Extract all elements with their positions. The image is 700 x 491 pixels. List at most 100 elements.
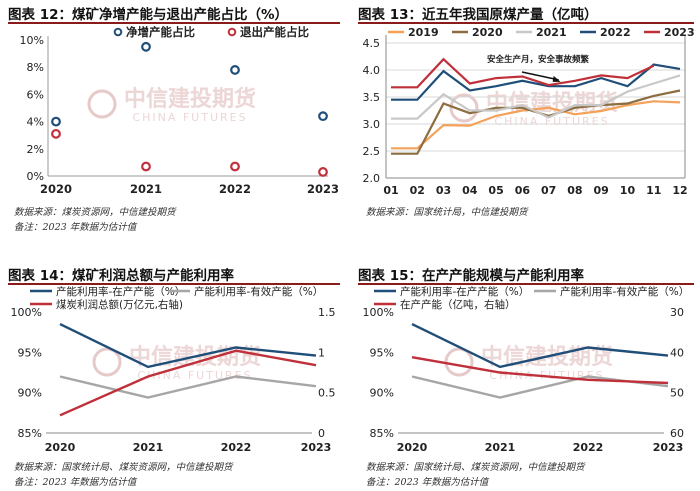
chart15-legend-label: 产能利用率-有效产能（%）	[560, 285, 689, 298]
chart13-title-rule	[358, 22, 694, 24]
chart15-y2tick: 50	[670, 387, 684, 400]
chart15-series-line-0	[411, 323, 669, 369]
chart13-legend-label: 2020	[472, 26, 503, 39]
chart14-source: 数据来源：国家统计局、煤炭资源网，中信建投期货	[14, 462, 233, 473]
chart12-point-net-capacity	[51, 116, 61, 127]
chart15-source: 数据来源：国家统计局、煤炭资源网，中信建投期货	[366, 462, 585, 473]
chart14-title-rule	[8, 283, 340, 285]
chart13-ytick: 3.5	[363, 91, 381, 104]
chart12-xtick: 2022	[219, 182, 251, 196]
chart13-series-line-2022	[391, 63, 681, 101]
watermark-text: 中信建投期货	[124, 86, 256, 112]
chart15-y2tick: 60	[670, 427, 684, 440]
chart14-y2tick: 1.5	[318, 306, 336, 319]
chart13-xtick: 03	[436, 184, 451, 197]
chart15-xtick: 2020	[397, 441, 428, 454]
chart13-xtick: 05	[488, 184, 503, 197]
chart14-legend-label: 产能利用率-在产产能（%）	[56, 285, 185, 298]
chart12-legend-label: 退出产能占比	[240, 26, 309, 39]
chart15-ytick: 100%	[363, 306, 394, 319]
watermark-logo-icon	[449, 93, 479, 123]
chart12-legend-label: 净增产能占比	[126, 26, 195, 39]
watermark-logo-icon	[87, 89, 117, 119]
chart12-title-rule	[8, 22, 340, 24]
chart13-legend-label: 2022	[600, 26, 631, 39]
chart15-ytick: 85%	[370, 427, 394, 440]
chart14-note: 备注：2023 年数据为估计值	[14, 477, 137, 488]
chart14-series-line-0	[59, 323, 317, 369]
chart12-ytick: 8%	[27, 61, 44, 74]
chart12-point-net-capacity	[141, 41, 151, 52]
chart13-title: 图表 13：近五年我国原煤产量（亿吨）	[358, 7, 598, 23]
chart13-xtick: 09	[594, 184, 609, 197]
chart13-xtick: 08	[567, 184, 582, 197]
chart13-annotation-arrowhead-icon	[552, 75, 561, 82]
chart12-title: 图表 12：煤矿净增产能与退出产能占比（%）	[8, 7, 289, 23]
watermark-logo-icon	[92, 347, 122, 377]
chart15-xtick: 2022	[573, 441, 604, 454]
chart15-xtick: 2021	[485, 441, 516, 454]
chart12-ytick: 10%	[20, 34, 44, 47]
chart13-source: 数据来源：国家统计局，中信建投期货	[366, 207, 528, 218]
chart13-ytick: 3.0	[363, 118, 381, 131]
chart12-point-exit-capacity	[318, 167, 328, 177]
chart15-y2tick: 40	[670, 346, 684, 359]
watermark-subtext: CHINA FUTURES	[132, 111, 247, 124]
chart15-xtick: 2023	[653, 441, 684, 454]
chart14-y2tick: 1	[318, 346, 325, 359]
chart13-xtick: 04	[462, 184, 478, 197]
chart12-xtick: 2020	[40, 182, 72, 196]
chart12-ytick: 0%	[27, 170, 44, 183]
chart15-y2tick: 30	[670, 306, 684, 319]
chart13-xtick: 10	[620, 184, 636, 197]
chart13-series-line-2021	[391, 74, 681, 120]
chart12-point-net-capacity	[318, 111, 328, 122]
chart14-series-line-2	[59, 349, 317, 417]
chart12-point-exit-capacity	[51, 128, 61, 139]
chart13-xtick: 01	[383, 184, 398, 197]
chart12-note: 备注：2023 年数据为估计值	[14, 222, 137, 233]
chart14-title: 图表 14：煤矿利润总额与产能利用率	[8, 268, 234, 284]
chart13-xtick: 06	[515, 184, 531, 197]
chart13-xtick: 12	[672, 184, 687, 197]
chart12-point-net-capacity	[230, 65, 240, 75]
chart13-ytick: 4.5	[363, 37, 381, 50]
watermark-logo-icon	[444, 347, 474, 377]
chart13-ytick: 2.5	[363, 145, 381, 158]
chart14-xtick: 2023	[301, 441, 332, 454]
chart12-ytick: 4%	[27, 116, 44, 129]
chart14-xtick: 2020	[45, 441, 76, 454]
chart14-y2tick: 0	[318, 427, 325, 440]
chart13-ytick: 4.0	[363, 64, 381, 77]
chart13-series-line-2023	[391, 57, 655, 89]
chart12-ytick: 6%	[27, 88, 44, 101]
chart12-ytick: 2%	[27, 143, 44, 156]
chart14-ytick: 95%	[18, 346, 42, 359]
chart14-y2tick: 0.5	[318, 387, 336, 400]
chart15-ytick: 95%	[370, 346, 394, 359]
chart14-ytick: 90%	[18, 387, 42, 400]
chart15-title-rule	[358, 283, 694, 285]
chart13-xtick: 07	[541, 184, 556, 197]
chart13-legend-label: 2019	[408, 26, 439, 39]
chart13-annotation: 安全生产月，安全事故频繁	[487, 54, 590, 65]
chart12-point-exit-capacity	[230, 161, 240, 172]
chart14-legend-label: 煤炭利润总额(万亿元,右轴)	[56, 298, 183, 311]
chart12-source: 数据来源：煤炭资源网，中信建投期货	[14, 207, 176, 218]
chart13-legend-label: 2023	[664, 26, 695, 39]
chart15-note: 备注：2023 年数据为估计值	[366, 477, 489, 488]
chart13-xtick: 02	[410, 184, 425, 197]
chart13-series-line-2019	[391, 100, 681, 150]
chart14-ytick: 100%	[11, 306, 42, 319]
chart15-legend-label: 在产产能（亿吨，右轴）	[400, 298, 516, 311]
chart15-ytick: 90%	[370, 387, 394, 400]
watermark-subtext: CHINA FUTURES	[494, 115, 609, 128]
chart15-title: 图表 15：在产产能规模与产能利用率	[358, 268, 584, 284]
chart12-xtick: 2021	[130, 182, 162, 196]
chart14-xtick: 2021	[133, 441, 164, 454]
chart12-point-exit-capacity	[141, 161, 151, 172]
chart15-legend-label: 产能利用率-在产产能（%）	[400, 285, 529, 298]
chart12-legend-marker-icon	[113, 27, 123, 37]
